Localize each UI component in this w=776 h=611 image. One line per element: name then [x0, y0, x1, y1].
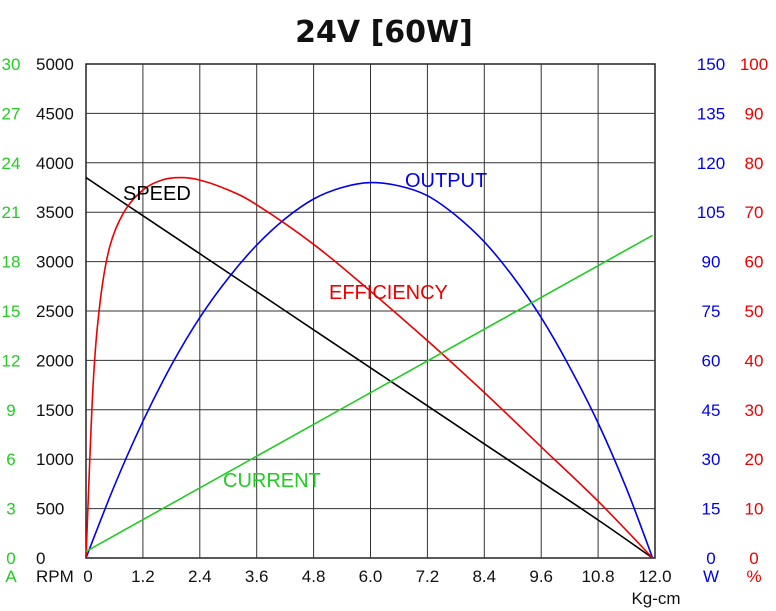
y-tick-label-speed: 1000 [36, 450, 74, 469]
x-tick-label: 1.2 [131, 567, 155, 586]
plot-grid [85, 63, 656, 559]
y-tick-label-efficiency: 100 [740, 55, 768, 74]
y-tick-label-current: 24 [2, 154, 21, 173]
x-tick-label: 10.8 [582, 567, 615, 586]
y-tick-label-output: 75 [702, 302, 721, 321]
y-tick-label-efficiency: 10 [745, 500, 764, 519]
y-tick-label-output: 105 [697, 203, 725, 222]
series-line-current [85, 234, 653, 553]
x-tick-label: 2.4 [188, 567, 212, 586]
y-tick-label-speed: 500 [36, 500, 64, 519]
y-tick-label-output: 120 [697, 154, 725, 173]
x-tick-label: 8.4 [472, 567, 496, 586]
y-tick-label-output: 150 [697, 55, 725, 74]
y-tick-label-current: 21 [2, 203, 21, 222]
series-label-current: CURRENT [223, 470, 321, 492]
y-tick-label-speed: 5000 [36, 55, 74, 74]
y-tick-label-speed: 4000 [36, 154, 74, 173]
y-tick-label-speed: 0 [36, 549, 45, 568]
y-tick-label-efficiency: 20 [745, 450, 764, 469]
y-tick-label-speed: 4500 [36, 104, 74, 123]
y-tick-label-current: 18 [2, 253, 21, 272]
series-label-speed: SPEED [123, 183, 191, 205]
y-tick-label-speed: 2500 [36, 302, 74, 321]
series-line-speed [85, 176, 654, 559]
y-tick-label-efficiency: 0 [749, 549, 758, 568]
axis-unit-efficiency: % [746, 567, 761, 586]
y-tick-label-output: 90 [702, 253, 721, 272]
axis-layer: 036912151821242730A050010001500200025003… [2, 55, 769, 586]
y-tick-label-output: 135 [697, 104, 725, 123]
x-tick-label: 12.0 [638, 567, 671, 586]
y-tick-label-output: 0 [706, 549, 715, 568]
y-tick-label-efficiency: 40 [745, 351, 764, 370]
y-tick-label-speed: 1500 [36, 401, 74, 420]
x-tick-label: 7.2 [416, 567, 440, 586]
y-tick-label-speed: 2000 [36, 351, 74, 370]
y-tick-label-current: 30 [2, 55, 21, 74]
y-tick-label-efficiency: 70 [745, 203, 764, 222]
x-tick-label: 3.6 [245, 567, 269, 586]
x-tick-label: 0 [83, 567, 92, 586]
y-tick-label-speed: 3000 [36, 253, 74, 272]
y-tick-label-current: 9 [6, 401, 15, 420]
y-tick-label-speed: 3500 [36, 203, 74, 222]
x-tick-label: 6.0 [359, 567, 383, 586]
y-tick-label-efficiency: 30 [745, 401, 764, 420]
axis-unit-output: W [703, 567, 719, 586]
series-layer: SPEED OUTPUT EFFICIENCY CURRENT [85, 170, 654, 559]
y-tick-label-current: 3 [6, 500, 15, 519]
x-tick-label: 9.6 [529, 567, 553, 586]
y-tick-label-current: 6 [6, 450, 15, 469]
y-tick-label-current: 12 [2, 351, 21, 370]
axis-unit-current: A [5, 567, 17, 586]
x-axis-title: Kg-cm [631, 589, 680, 608]
y-tick-label-output: 60 [702, 351, 721, 370]
y-tick-label-efficiency: 80 [745, 154, 764, 173]
y-tick-label-output: 30 [702, 450, 721, 469]
series-line-efficiency [85, 176, 654, 559]
chart-title: 24V [60W] [295, 15, 473, 50]
y-tick-label-current: 15 [2, 302, 21, 321]
series-label-output: OUTPUT [405, 170, 487, 192]
y-tick-label-efficiency: 50 [745, 302, 764, 321]
series-line-output [85, 181, 654, 559]
x-tick-label: 4.8 [302, 567, 326, 586]
y-tick-label-current: 0 [6, 549, 15, 568]
y-tick-label-output: 45 [702, 401, 721, 420]
y-tick-label-efficiency: 60 [745, 253, 764, 272]
series-label-efficiency: EFFICIENCY [329, 282, 448, 304]
axis-unit-speed: RPM [36, 567, 74, 586]
y-tick-label-current: 27 [2, 104, 21, 123]
y-tick-label-efficiency: 90 [745, 104, 764, 123]
y-tick-label-output: 15 [702, 500, 721, 519]
